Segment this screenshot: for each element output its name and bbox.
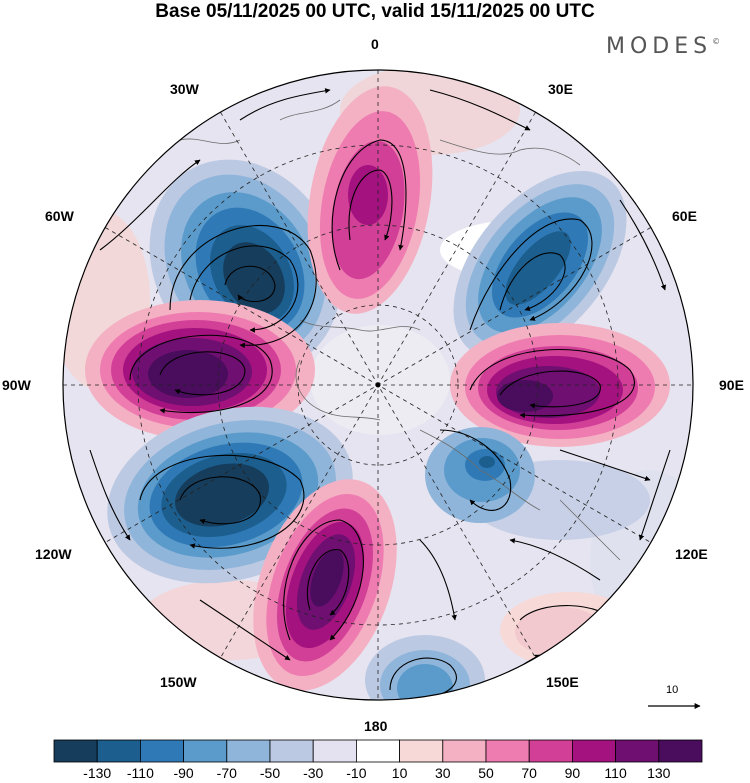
colorbar-swatch <box>183 739 228 763</box>
colorbar-swatch <box>572 739 617 763</box>
colorbar-swatch <box>485 739 530 763</box>
reference-vector-label: 10 <box>666 684 679 696</box>
anomaly-positive-south <box>253 479 397 691</box>
anomaly-negative-ne <box>453 170 627 360</box>
colorbar-tick-label: 70 <box>521 765 537 781</box>
lon-label-150e: 150E <box>546 674 579 690</box>
anomaly-negative-se <box>425 427 535 523</box>
brand-name: MODES <box>606 34 713 59</box>
map-boundary <box>62 69 694 701</box>
lon-label-0: 0 <box>371 36 379 52</box>
colorbar <box>53 739 703 763</box>
map-title: Base 05/11/2025 00 UTC, valid 15/11/2025… <box>155 1 595 22</box>
lon-label-180: 180 <box>364 718 388 734</box>
colorbar-tick-label: 90 <box>564 765 581 781</box>
lon-label-150w: 150W <box>160 674 197 690</box>
lon-label-30e: 30E <box>548 81 573 97</box>
brand-logo: MODES© <box>606 34 720 59</box>
anomaly-positive-north <box>307 86 433 314</box>
lon-label-60e: 60E <box>672 208 697 224</box>
colorbar-swatch <box>399 739 444 763</box>
colorbar-swatch <box>615 739 660 763</box>
colorbar-tick-label: -110 <box>126 765 154 781</box>
lon-label-60w: 60W <box>45 208 74 224</box>
colorbar-swatch <box>139 739 184 763</box>
lon-label-120e: 120E <box>675 546 708 562</box>
lon-label-90e: 90E <box>719 377 744 393</box>
colorbar-swatch <box>528 739 573 763</box>
anomaly-negative-nw <box>149 159 341 371</box>
colorbar-swatch <box>53 739 98 763</box>
anomaly-positive-se <box>500 592 640 668</box>
colorbar-tick-label: 130 <box>647 765 671 781</box>
colorbar-tick-label: 50 <box>478 765 494 781</box>
colorbar-swatch <box>355 739 400 763</box>
north-pole-marker <box>375 382 381 388</box>
colorbar-tick-label: 110 <box>604 765 627 781</box>
colorbar-tick-label: -10 <box>346 765 367 781</box>
colorbar-swatch <box>226 739 271 763</box>
colorbar-tick-label: -50 <box>259 765 281 781</box>
anomaly-negative-south <box>365 635 485 700</box>
colorbar-swatch <box>658 739 703 763</box>
anomaly-positive-west <box>85 300 315 440</box>
brand-mark: © <box>712 37 721 46</box>
colorbar-tick-label: -90 <box>173 765 194 781</box>
lon-label-90w: 90W <box>2 377 31 393</box>
colorbar-swatch <box>269 739 314 763</box>
anomaly-positive-east <box>450 323 670 447</box>
colorbar-swatch <box>312 739 357 763</box>
lon-label-30w: 30W <box>170 81 199 97</box>
lon-label-120w: 120W <box>35 546 72 562</box>
colorbar-swatch <box>442 739 487 763</box>
colorbar-swatch <box>96 739 141 763</box>
colorbar-tick-label: -130 <box>83 765 112 781</box>
colorbar-tick-label: -70 <box>216 765 237 781</box>
colorbar-tick-label: 10 <box>391 765 408 781</box>
colorbar-tick-label: 30 <box>435 765 451 781</box>
colorbar-tick-label: -30 <box>303 765 324 781</box>
